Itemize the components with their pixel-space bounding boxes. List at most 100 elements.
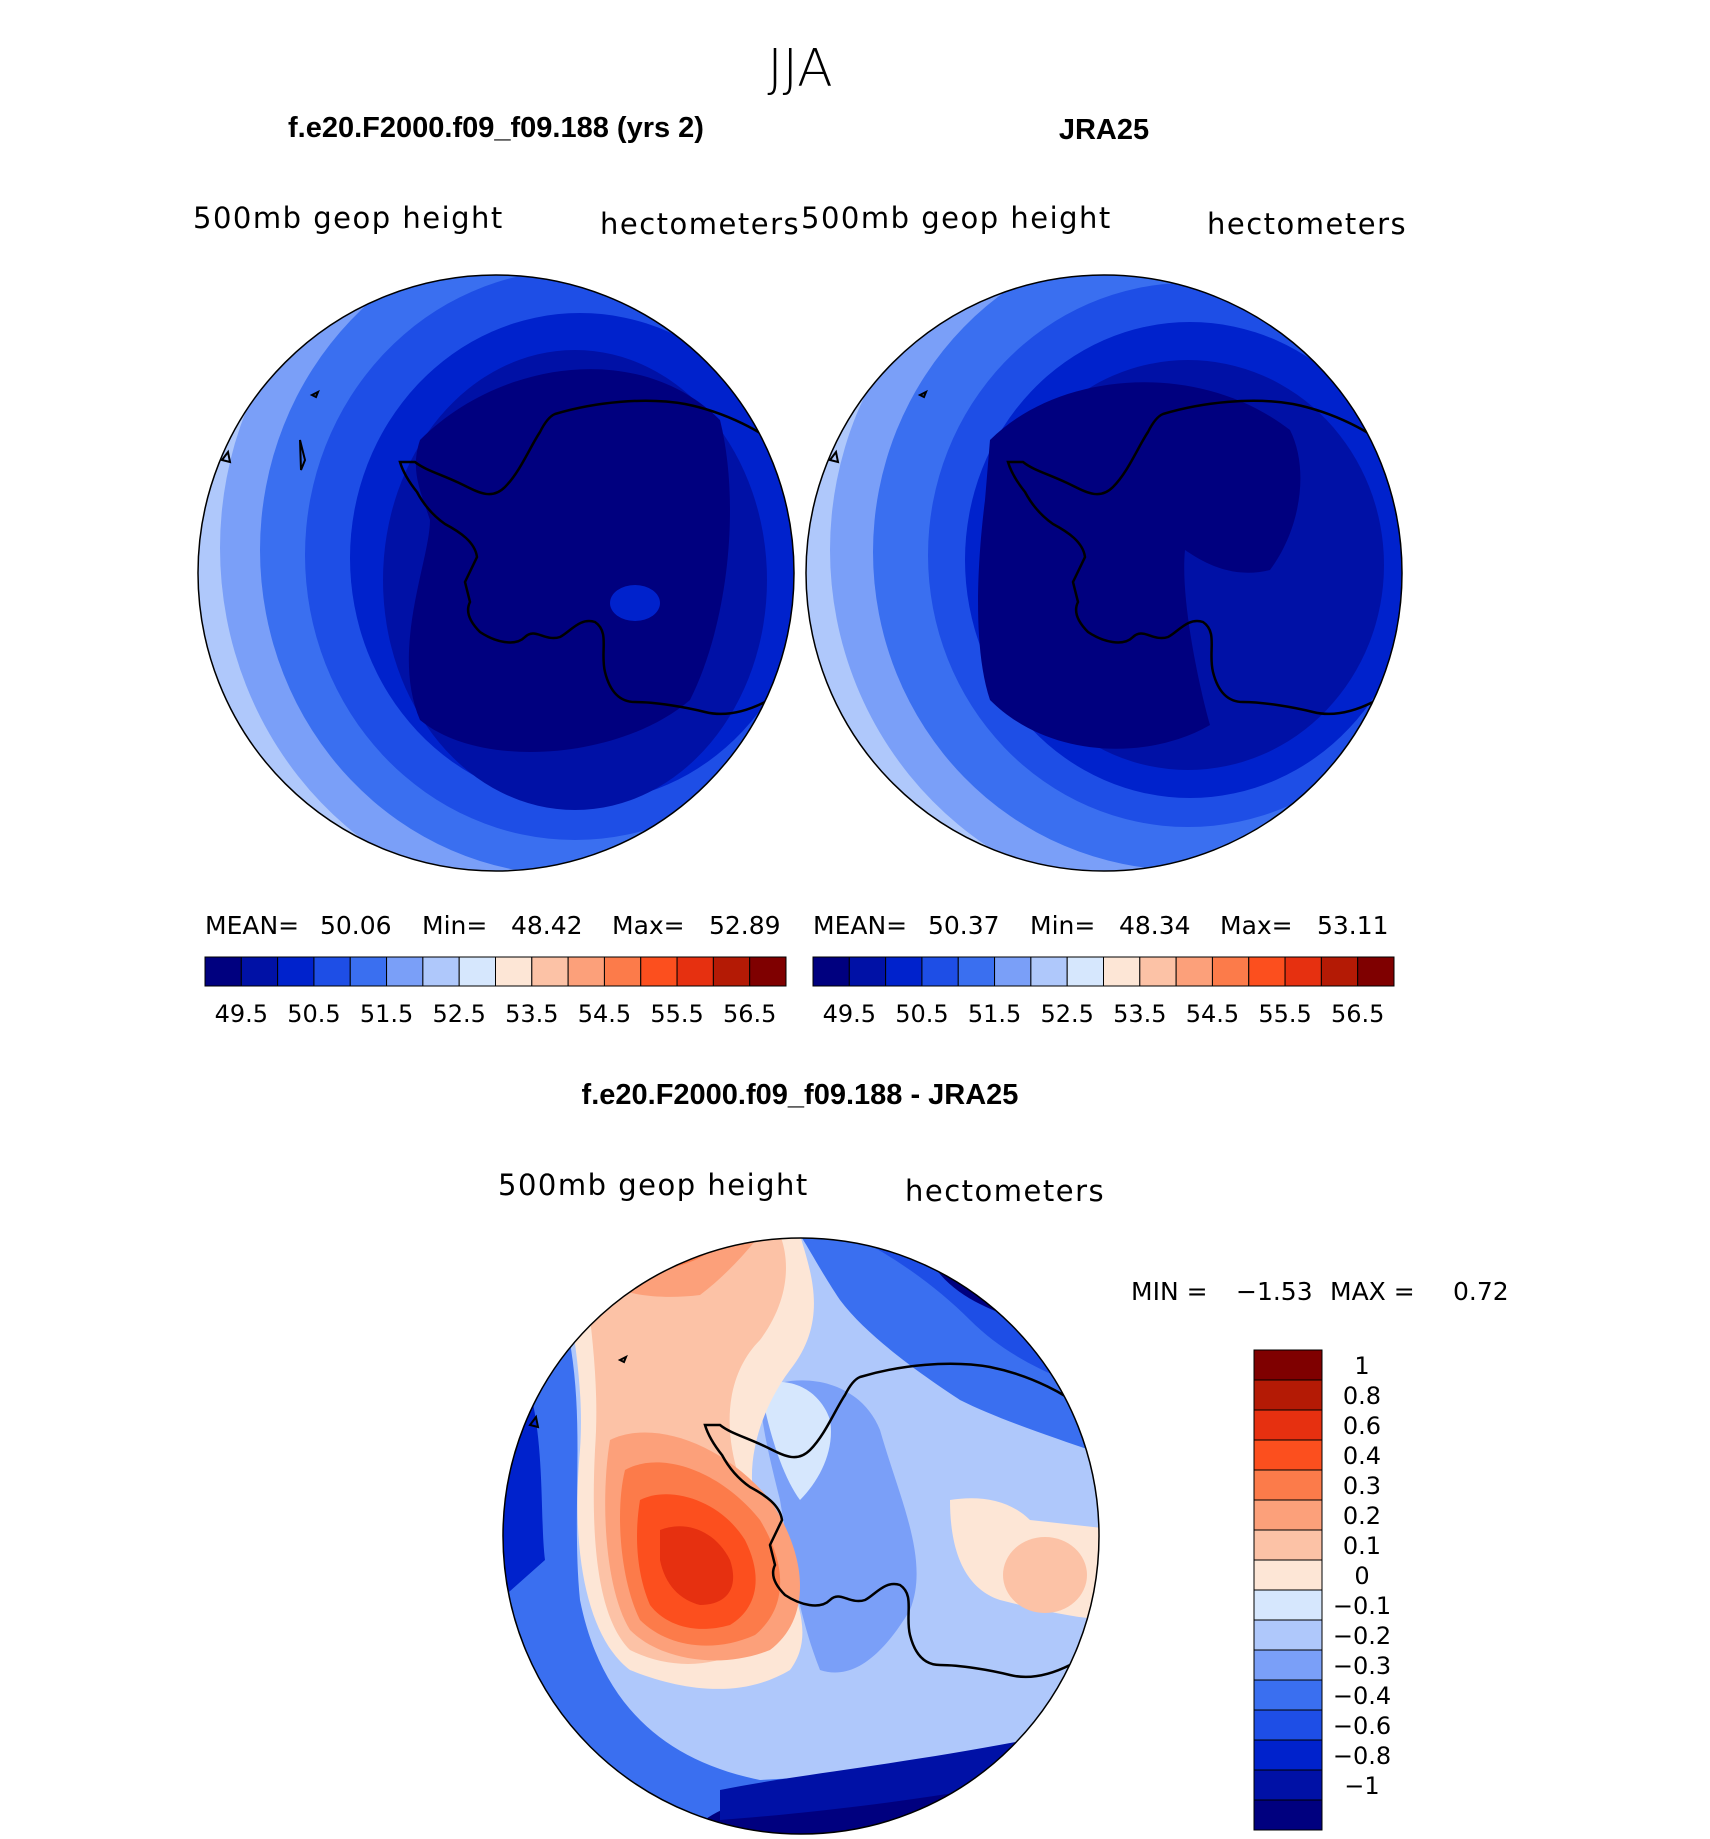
colorbar-swatch xyxy=(1253,1619,1323,1651)
colorbar-swatch xyxy=(1253,1769,1323,1801)
colorbar-swatch xyxy=(676,956,714,987)
colorbar-tick-label: −0.8 xyxy=(1333,1742,1391,1770)
colorbar-swatch xyxy=(848,956,887,987)
colorbar-tick-label: 0.2 xyxy=(1343,1502,1381,1530)
panel-obs-stats: MEAN= 50.37 Min= 48.34 Max= 53.11 xyxy=(813,911,1389,940)
panel-obs-variable: 500mb geop height xyxy=(801,201,1112,235)
figure-title: JJA xyxy=(767,39,832,99)
colorbar-swatch xyxy=(1175,956,1213,987)
colorbar-tick-label: 54.5 xyxy=(578,1000,631,1028)
colorbar-tick-label: −0.1 xyxy=(1333,1592,1391,1620)
colorbar-tick-label: 53.5 xyxy=(1113,1000,1166,1028)
stat-mean-label: MEAN= xyxy=(205,911,299,940)
panel-diff-boundary xyxy=(502,1237,1100,1835)
colorbar-tick-label: 49.5 xyxy=(823,1000,876,1028)
stat-mean-label: MEAN= xyxy=(813,911,907,940)
panel-obs-map xyxy=(806,275,1402,871)
colorbar-swatch xyxy=(1066,956,1104,987)
stat-mean-value: 50.37 xyxy=(928,911,1000,940)
stat-min-value: 48.42 xyxy=(511,911,583,940)
colorbar-swatch xyxy=(313,956,351,987)
colorbar-tick-label: 1 xyxy=(1354,1352,1369,1380)
colorbar-swatch xyxy=(1248,956,1286,987)
colorbar-swatch xyxy=(349,956,388,987)
colorbar-swatch xyxy=(531,956,569,987)
colorbar-swatch xyxy=(1253,1499,1323,1531)
colorbar-swatch xyxy=(994,956,1032,987)
colorbar-swatch xyxy=(640,956,678,987)
colorbar-swatch xyxy=(386,956,424,987)
colorbar-model: 49.5 50.5 51.5 52.5 53.5 54.5 55.5 56.5 xyxy=(204,956,787,1028)
panel-diff-units: hectometers xyxy=(905,1174,1105,1208)
colorbar-tick-label: 49.5 xyxy=(215,1000,268,1028)
colorbar-swatch xyxy=(1253,1469,1323,1501)
colorbar-swatch xyxy=(1357,956,1395,987)
colorbar-tick-label: 51.5 xyxy=(360,1000,413,1028)
panel-model-stats: MEAN= 50.06 Min= 48.42 Max= 52.89 xyxy=(205,911,781,940)
colorbar-swatch xyxy=(1253,1649,1323,1681)
stat-min-value: −1.53 xyxy=(1236,1277,1313,1306)
colorbar-swatch xyxy=(1320,956,1359,987)
colorbar-tick-label: 0.3 xyxy=(1343,1472,1381,1500)
colorbar-swatch xyxy=(1253,1349,1323,1381)
stat-max-label: Max= xyxy=(1220,911,1293,940)
panel-model-boundary xyxy=(197,274,795,872)
colorbar-swatch xyxy=(812,956,850,987)
stat-max-label: MAX = xyxy=(1330,1277,1415,1306)
colorbar-swatch xyxy=(1253,1709,1323,1741)
colorbar-tick-label: −0.2 xyxy=(1333,1622,1391,1650)
colorbar-swatch xyxy=(749,956,787,987)
colorbar-tick-label: 54.5 xyxy=(1186,1000,1239,1028)
colorbar-swatch xyxy=(957,956,996,987)
colorbar-tick-label: 52.5 xyxy=(432,1000,485,1028)
colorbar-swatch xyxy=(458,956,496,987)
colorbar-swatch xyxy=(1253,1409,1323,1441)
stat-min-label: Min= xyxy=(1030,911,1095,940)
colorbar-swatch xyxy=(921,956,959,987)
stat-max-value: 0.72 xyxy=(1453,1277,1509,1306)
stat-min-label: Min= xyxy=(422,911,487,940)
colorbar-obs: 49.5 50.5 51.5 52.5 53.5 54.5 55.5 56.5 xyxy=(812,956,1395,1028)
panel-obs-units: hectometers xyxy=(1207,207,1407,241)
colorbar-swatch xyxy=(1284,956,1322,987)
colorbar-swatch xyxy=(1253,1799,1323,1831)
colorbar-tick-label: −0.6 xyxy=(1333,1712,1391,1740)
colorbar-swatch xyxy=(1253,1739,1323,1771)
panel-model-units: hectometers xyxy=(600,207,800,241)
colorbar-swatch xyxy=(712,956,751,987)
colorbar-tick-label: 0.1 xyxy=(1343,1532,1381,1560)
colorbar-swatch xyxy=(1253,1589,1323,1621)
colorbar-tick-label: 56.5 xyxy=(723,1000,776,1028)
colorbar-swatch xyxy=(277,956,315,987)
colorbar-swatch xyxy=(1139,956,1177,987)
panel-diff-heading: f.e20.F2000.f09_f09.188 - JRA25 xyxy=(582,1079,1019,1111)
colorbar-swatch xyxy=(204,956,242,987)
stat-max-value: 53.11 xyxy=(1317,911,1389,940)
colorbar-tick-label: 50.5 xyxy=(287,1000,340,1028)
stat-max-label: Max= xyxy=(612,911,685,940)
colorbar-swatch xyxy=(603,956,642,987)
colorbar-tick-label: 56.5 xyxy=(1331,1000,1384,1028)
colorbar-swatch xyxy=(1030,956,1068,987)
colorbar-swatch xyxy=(1253,1379,1323,1411)
colorbar-swatch xyxy=(1253,1559,1323,1591)
colorbar-swatch xyxy=(1103,956,1141,987)
panel-model-heading: f.e20.F2000.f09_f09.188 (yrs 2) xyxy=(288,112,704,144)
panel-obs-heading: JRA25 xyxy=(1059,114,1149,146)
colorbar-tick-label: 52.5 xyxy=(1040,1000,1093,1028)
colorbar-tick-label: 0 xyxy=(1354,1562,1369,1590)
colorbar-swatch xyxy=(567,956,605,987)
colorbar-swatch xyxy=(1253,1439,1323,1471)
panel-obs-boundary xyxy=(805,274,1403,872)
colorbar-tick-label: 55.5 xyxy=(650,1000,703,1028)
colorbar-tick-label: 55.5 xyxy=(1258,1000,1311,1028)
colorbar-tick-label: −0.4 xyxy=(1333,1682,1391,1710)
colorbar-tick-label: 50.5 xyxy=(895,1000,948,1028)
colorbar-swatch xyxy=(1211,956,1250,987)
colorbar-swatch xyxy=(1253,1529,1323,1561)
colorbar-swatch xyxy=(885,956,923,987)
panel-diff-stats: MIN = −1.53 MAX = 0.72 xyxy=(1131,1277,1509,1306)
stat-min-label: MIN = xyxy=(1131,1277,1208,1306)
colorbar-tick-label: −0.3 xyxy=(1333,1652,1391,1680)
